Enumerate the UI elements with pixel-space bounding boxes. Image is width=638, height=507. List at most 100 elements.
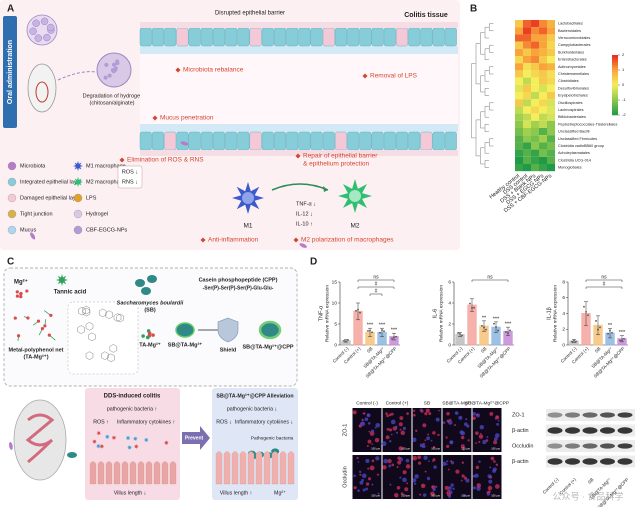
heatmap-cell — [547, 41, 555, 49]
stain — [447, 468, 450, 471]
heatmap-cell — [539, 92, 547, 100]
heatmap-cell — [547, 99, 555, 107]
stain — [417, 461, 422, 465]
label: Acholeplasmatales — [558, 151, 590, 155]
mouse-body — [13, 399, 67, 481]
epithelial-cell — [274, 131, 287, 151]
heatmap-cell — [515, 106, 523, 114]
data-point — [507, 332, 509, 335]
label: B — [470, 4, 477, 15]
heatmap-cell — [523, 48, 531, 56]
heatmap-cell — [539, 34, 547, 42]
stain — [460, 444, 465, 449]
stain — [390, 412, 394, 416]
image-column: Control (-) — [356, 400, 378, 406]
epithelial-cell — [432, 27, 445, 47]
epithelial-cell — [249, 131, 262, 151]
stain — [367, 439, 372, 444]
stain — [362, 488, 366, 492]
epithelial-cell — [298, 131, 311, 151]
stain — [362, 412, 365, 415]
data-point — [585, 310, 587, 313]
stain — [424, 412, 428, 416]
scale-band — [612, 60, 618, 63]
epithelial-cell — [359, 27, 372, 47]
stain — [395, 425, 398, 428]
stain — [419, 443, 424, 448]
blot-band — [582, 458, 598, 465]
epithelial-cell — [298, 27, 311, 47]
mg-ion — [19, 295, 23, 299]
label: Oral administration — [7, 40, 14, 104]
stain — [495, 463, 499, 466]
stain — [415, 429, 418, 432]
epithelial-cell — [200, 27, 213, 47]
stain — [404, 487, 409, 492]
data-point — [495, 326, 497, 328]
heatmap-cell — [539, 77, 547, 85]
x-tick-label: SB — [480, 346, 488, 354]
heatmap-cell — [515, 142, 523, 150]
heatmap-cell — [523, 106, 531, 114]
heatmap-cell — [547, 142, 555, 150]
data-point — [371, 331, 373, 334]
heatmap-cell — [531, 120, 539, 128]
net-node — [43, 324, 47, 328]
blot-band — [617, 458, 633, 465]
stain — [412, 455, 418, 461]
stain — [475, 465, 480, 470]
villus — [231, 451, 239, 485]
label: Casein phosphopeptide (CPP) — [199, 277, 278, 283]
stain — [426, 476, 431, 481]
route-box — [3, 16, 17, 128]
stain — [422, 423, 427, 428]
heatmap-cell — [523, 99, 531, 107]
dendrogram — [484, 106, 489, 118]
legend-icon — [7, 225, 17, 235]
heatmap-cell — [547, 149, 555, 157]
bullet — [152, 115, 158, 121]
np — [32, 19, 40, 27]
heatmap-cell — [523, 120, 531, 128]
stain — [419, 493, 422, 496]
data-point — [357, 308, 359, 311]
heatmap-cell — [523, 34, 531, 42]
data-point — [571, 340, 573, 343]
stain — [399, 416, 404, 421]
heatmap-cell — [515, 135, 523, 143]
bracket-label: # — [603, 281, 606, 287]
heatmap-cell — [531, 149, 539, 157]
stain — [422, 493, 427, 497]
scale-band — [612, 62, 618, 66]
bracket-label: # — [375, 288, 378, 294]
heatmap-cell — [539, 84, 547, 92]
heatmap-cell — [547, 113, 555, 121]
net-node — [16, 334, 21, 338]
heatmap-cell — [539, 106, 547, 114]
bracket-label: ns — [373, 274, 379, 280]
heatmap-cell — [547, 92, 555, 100]
epithelial-cell — [188, 27, 201, 47]
stain — [446, 444, 450, 449]
epithelial-cell — [359, 131, 372, 151]
cytokine — [125, 435, 131, 441]
significance: *** — [391, 328, 398, 334]
stain — [370, 429, 375, 433]
scale-band — [612, 105, 618, 108]
villus — [113, 461, 121, 485]
scale-band — [612, 70, 618, 73]
scale-band — [612, 57, 618, 61]
stain — [446, 419, 450, 423]
label: RNS ↓ — [122, 179, 138, 185]
epithelial-cell — [249, 27, 262, 47]
bracket — [471, 279, 509, 282]
villus — [215, 451, 223, 485]
hexagon — [109, 344, 118, 353]
blot-band — [617, 443, 633, 449]
blot-band — [600, 443, 615, 449]
stain — [479, 432, 482, 435]
stain — [472, 412, 476, 416]
heatmap-cell — [515, 27, 523, 35]
